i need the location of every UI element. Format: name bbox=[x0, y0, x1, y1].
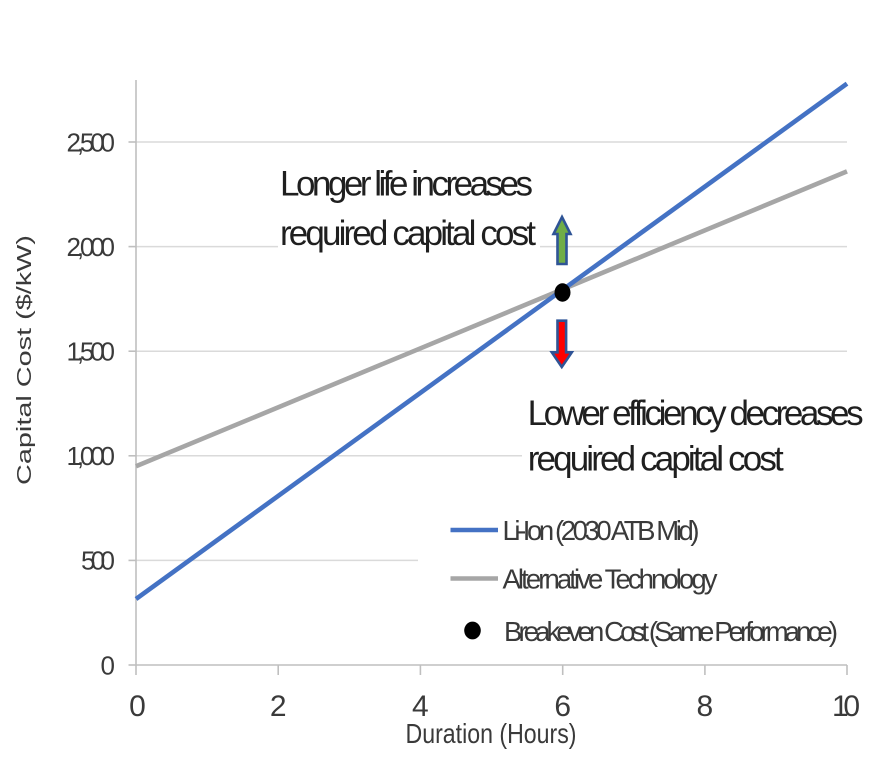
svg-text:required capital cost: required capital cost bbox=[280, 214, 536, 253]
svg-text:Longer life increases: Longer life increases bbox=[280, 165, 533, 204]
svg-text:500: 500 bbox=[81, 546, 115, 576]
svg-text:Breakeven Cost (Same Performan: Breakeven Cost (Same Performance) bbox=[504, 616, 838, 647]
svg-text:2: 2 bbox=[270, 690, 287, 723]
svg-text:8: 8 bbox=[697, 690, 714, 723]
svg-text:Alternative Technology: Alternative Technology bbox=[503, 564, 718, 595]
svg-text:required capital cost: required capital cost bbox=[528, 440, 784, 479]
svg-text:4: 4 bbox=[412, 690, 429, 723]
svg-text:0: 0 bbox=[129, 690, 146, 723]
svg-text:Lower efficiency decreases: Lower efficiency decreases bbox=[528, 394, 864, 433]
svg-text:0: 0 bbox=[101, 650, 115, 680]
svg-text:2,000: 2,000 bbox=[67, 232, 116, 262]
svg-text:2,500: 2,500 bbox=[67, 127, 116, 157]
svg-text:1,000: 1,000 bbox=[67, 441, 116, 471]
svg-text:Duration (Hours): Duration (Hours) bbox=[406, 718, 577, 749]
svg-text:Li-Ion (2030 ATB Mid): Li-Ion (2030 ATB Mid) bbox=[503, 515, 700, 546]
svg-text:10: 10 bbox=[832, 690, 860, 723]
svg-text:1,500: 1,500 bbox=[67, 337, 116, 367]
svg-text:Capital Cost ($/kW): Capital Cost ($/kW) bbox=[13, 235, 36, 485]
svg-text:6: 6 bbox=[554, 690, 571, 723]
